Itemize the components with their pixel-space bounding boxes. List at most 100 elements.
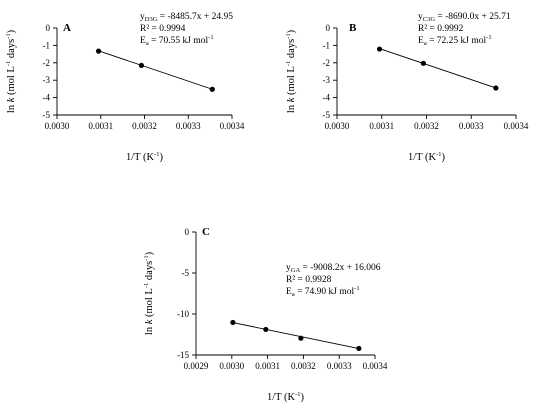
x-tick-label: 0.0030: [325, 121, 350, 131]
equation-y: y: [286, 263, 291, 273]
y-tick-label: -3: [323, 75, 331, 85]
x-tick-label: 0.0034: [504, 121, 529, 131]
ea-superscript: -1: [354, 285, 359, 292]
equation-text: yC3G = -8690.0x + 25.71: [418, 12, 511, 23]
data-point: [95, 48, 102, 54]
y-tick-label: -5: [43, 110, 51, 120]
x-tick-label: 0.0032: [414, 121, 439, 131]
ea-subscript: a: [146, 40, 149, 47]
y-tick-label: -15: [177, 350, 189, 360]
ea-value: = 74.90 kJ mol: [295, 287, 355, 297]
equation-y: y: [140, 12, 145, 22]
equation-subscript: C3G: [423, 16, 436, 23]
x-axis-label-superscript: -1: [436, 151, 441, 158]
y-tick-label: -1: [43, 40, 51, 50]
ea-symbol: E: [140, 36, 146, 46]
y-tick-label: 0: [326, 23, 331, 33]
y-axis-label: ln k (mol L-1 days-1): [5, 29, 17, 113]
y-axis-label: ln k (mol L-1 days-1): [285, 29, 297, 113]
y-axis-label-ln: ln: [144, 324, 155, 335]
x-tick-label: 0.0033: [459, 121, 484, 131]
chart-panel-b: 0 -1 -2 -3 -4 -50.0030 0.0031 0.0032 0.0033 0.003…: [285, 12, 529, 163]
x-tick-label: 0.0031: [369, 121, 394, 131]
ea-symbol: E: [286, 287, 292, 297]
data-point: [493, 85, 499, 91]
y-tick-label: -10: [177, 309, 189, 319]
y-axis-label-superscript-1: -1: [143, 283, 150, 288]
x-tick-label: 0.0030: [219, 361, 244, 371]
x-axis-label: 1/T (K-1): [408, 151, 446, 163]
y-tick-label: -5: [182, 268, 190, 278]
y-tick-label: -3: [43, 75, 51, 85]
x-axis-label-main: 1/T (K: [408, 152, 437, 163]
x-tick-label: 0.0031: [88, 121, 113, 131]
equation-body: = -8690.0x + 25.71: [435, 12, 511, 22]
x-axis-label-tail: ): [442, 152, 446, 163]
data-point: [209, 86, 215, 92]
x-axis-label-superscript: -1: [154, 151, 159, 158]
y-tick-label: -4: [323, 93, 331, 103]
x-tick-label: 0.0034: [220, 121, 245, 131]
y-tick-label: -2: [43, 58, 51, 68]
y-axis-label-close: ): [6, 29, 17, 33]
y-tick-label: -1: [323, 40, 331, 50]
panel-label: A: [63, 22, 71, 34]
x-axis-label-superscript: -1: [295, 391, 300, 398]
y-axis-label: ln k (mol L-1 days-1): [143, 251, 155, 335]
ea-superscript: -1: [486, 34, 491, 41]
activation-energy-text: Ea = 74.90 kJ mol-1: [286, 285, 360, 298]
equation-y: y: [418, 12, 423, 22]
panel-label: B: [349, 22, 357, 34]
y-axis-label-k: k: [144, 319, 155, 324]
regression-line: [379, 48, 497, 89]
panel-label: C: [202, 226, 210, 238]
x-tick-label: 0.0033: [176, 121, 201, 131]
x-tick-label: 0.0031: [255, 361, 280, 371]
y-tick-label: -2: [323, 58, 331, 68]
equation-subscript: GA: [291, 267, 301, 274]
data-point: [420, 60, 426, 66]
activation-energy-text: Ea = 70.55 kJ mol-1: [140, 34, 214, 47]
r-squared-text: R² = 0.9994: [140, 24, 186, 34]
y-tick-label: -4: [43, 93, 51, 103]
r-squared-text: R² = 0.9928: [286, 275, 332, 285]
y-axis-label-superscript-2: -1: [5, 33, 12, 38]
r-squared-text: R² = 0.9992: [418, 24, 464, 34]
ea-superscript: -1: [208, 34, 213, 41]
chart-panel-a: 0 -1 -2 -3 -4 -50.0030 0.0031 0.0032 0.0033 0.003…: [5, 12, 245, 163]
y-axis-label-days: days: [6, 39, 17, 61]
x-axis-label: 1/T (K-1): [267, 391, 305, 403]
regression-line: [98, 50, 213, 90]
ea-subscript: a: [424, 40, 427, 47]
regression-line: [232, 322, 359, 350]
y-tick-label: -5: [323, 110, 331, 120]
ea-value: = 70.55 kJ mol: [149, 36, 209, 46]
y-axis-label-superscript-1: -1: [5, 61, 12, 66]
equation-body: = -8485.7x + 24.95: [157, 12, 233, 22]
y-axis-label-close: ): [144, 251, 155, 255]
x-tick-label: 0.0032: [291, 361, 316, 371]
x-tick-label: 0.0032: [132, 121, 157, 131]
x-tick-label: 0.0034: [363, 361, 388, 371]
chart-panel-c: 0 -5 -10 -150.0029 0.0030 0.0031 0.0032 0.0033 0…: [143, 226, 388, 403]
activation-energy-text: Ea = 72.25 kJ mol-1: [418, 34, 492, 47]
y-axis-label-units: (mol L: [6, 66, 17, 98]
y-axis-label-ln: ln: [6, 102, 17, 113]
ea-subscript: a: [292, 291, 295, 298]
data-point: [356, 345, 362, 352]
y-axis-label-superscript-1: -1: [285, 61, 292, 66]
x-tick-label: 0.0033: [327, 361, 352, 371]
y-axis-label-superscript-2: -1: [143, 255, 150, 260]
y-tick-label: 0: [46, 23, 51, 33]
y-axis-label-k: k: [286, 97, 297, 102]
data-point: [138, 62, 145, 69]
equation-body: = -9008.2x + 16.006: [300, 263, 381, 273]
y-axis-label-units: (mol L: [144, 288, 155, 320]
y-axis-label-superscript-2: -1: [285, 33, 292, 38]
equation-text: yGA = -9008.2x + 16.006: [286, 263, 381, 274]
y-tick-label: 0: [185, 227, 190, 237]
data-point: [263, 326, 269, 333]
equation-text: yD3G = -8485.7x + 24.95: [140, 12, 233, 23]
